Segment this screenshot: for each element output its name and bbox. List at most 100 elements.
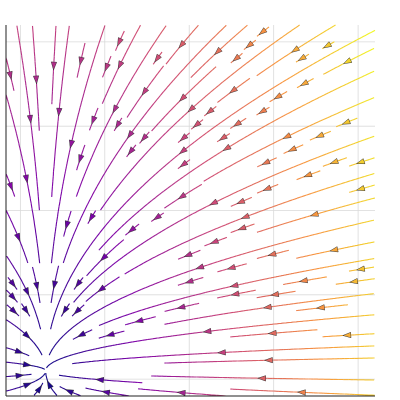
streamline bbox=[137, 24, 141, 30]
streamline bbox=[330, 51, 335, 55]
streamline bbox=[14, 128, 18, 134]
streamline bbox=[87, 329, 93, 333]
streamline bbox=[107, 265, 113, 270]
streamline bbox=[73, 266, 78, 272]
streamline bbox=[360, 74, 366, 79]
streamline bbox=[32, 212, 35, 219]
streamline bbox=[34, 309, 37, 315]
streamline bbox=[184, 304, 190, 308]
streamline bbox=[294, 271, 300, 274]
arrow bbox=[100, 389, 111, 396]
streamline bbox=[78, 217, 82, 224]
arrow bbox=[355, 265, 366, 272]
streamline bbox=[329, 228, 335, 232]
streamline bbox=[103, 268, 109, 273]
streamline bbox=[119, 239, 125, 244]
streamline bbox=[25, 256, 28, 262]
streamline bbox=[183, 240, 189, 244]
streamline bbox=[202, 264, 208, 268]
streamline bbox=[265, 294, 271, 297]
streamline bbox=[133, 102, 138, 108]
streamline bbox=[239, 106, 245, 111]
streamline bbox=[109, 392, 115, 395]
streamline bbox=[217, 269, 223, 273]
streamline bbox=[247, 132, 253, 137]
streamline bbox=[229, 72, 235, 77]
streamline bbox=[70, 236, 74, 242]
streamline bbox=[187, 332, 193, 335]
streamline bbox=[50, 326, 52, 330]
streamline bbox=[281, 79, 287, 83]
streamline bbox=[66, 375, 72, 378]
streamline bbox=[350, 142, 356, 146]
streamline bbox=[97, 139, 101, 145]
streamline bbox=[45, 372, 48, 379]
arrow bbox=[282, 132, 292, 139]
streamline bbox=[265, 122, 271, 127]
streamline bbox=[82, 208, 86, 214]
streamline bbox=[364, 278, 370, 281]
streamline bbox=[321, 276, 327, 279]
streamline bbox=[236, 335, 242, 337]
streamline bbox=[230, 230, 236, 234]
streamline bbox=[326, 27, 332, 31]
streamline bbox=[102, 201, 107, 207]
streamline bbox=[125, 233, 128, 236]
streamline bbox=[259, 278, 265, 281]
streamline bbox=[127, 250, 133, 254]
streamline bbox=[344, 281, 350, 284]
streamline bbox=[267, 226, 273, 230]
streamline bbox=[331, 113, 338, 117]
streamline bbox=[60, 293, 64, 299]
streamline bbox=[35, 171, 38, 177]
arrow bbox=[21, 305, 29, 315]
streamline bbox=[198, 316, 204, 319]
streamline bbox=[84, 249, 89, 254]
arrow bbox=[322, 41, 333, 49]
streamline bbox=[200, 291, 206, 295]
streamline bbox=[280, 241, 286, 244]
arrow bbox=[298, 277, 309, 284]
arrow bbox=[315, 131, 325, 138]
streamline bbox=[55, 221, 58, 227]
streamline bbox=[12, 87, 15, 91]
streamline bbox=[127, 169, 132, 175]
streamline bbox=[102, 25, 106, 31]
streamline bbox=[307, 158, 313, 162]
streamline bbox=[120, 93, 124, 99]
streamline bbox=[296, 217, 302, 221]
streamline bbox=[309, 268, 315, 271]
streamline bbox=[34, 378, 40, 382]
streamline bbox=[239, 282, 245, 286]
streamline bbox=[157, 69, 161, 75]
streamline bbox=[34, 227, 37, 234]
streamline bbox=[92, 210, 97, 216]
streamline bbox=[196, 208, 202, 212]
streamline bbox=[21, 303, 25, 309]
arrow bbox=[141, 86, 150, 97]
streamline bbox=[129, 267, 135, 272]
streamline bbox=[369, 157, 375, 160]
streamline bbox=[334, 264, 340, 267]
streamline bbox=[226, 256, 232, 260]
streamline bbox=[249, 223, 255, 227]
streamline bbox=[276, 138, 282, 142]
streamline bbox=[118, 181, 123, 186]
streamline bbox=[25, 85, 28, 91]
streamline bbox=[153, 98, 158, 104]
arrow bbox=[6, 181, 13, 192]
streamline bbox=[183, 173, 189, 177]
streamline bbox=[183, 270, 189, 274]
streamline bbox=[162, 163, 168, 169]
streamline bbox=[186, 60, 192, 66]
streamline bbox=[165, 248, 171, 253]
arrow bbox=[297, 53, 307, 62]
arrow bbox=[192, 119, 202, 128]
streamline bbox=[282, 222, 288, 225]
streamline bbox=[51, 251, 54, 257]
streamline bbox=[256, 127, 262, 132]
streamline bbox=[62, 176, 65, 182]
streamline bbox=[332, 305, 338, 307]
streamline bbox=[220, 295, 227, 298]
arrow bbox=[117, 60, 125, 70]
